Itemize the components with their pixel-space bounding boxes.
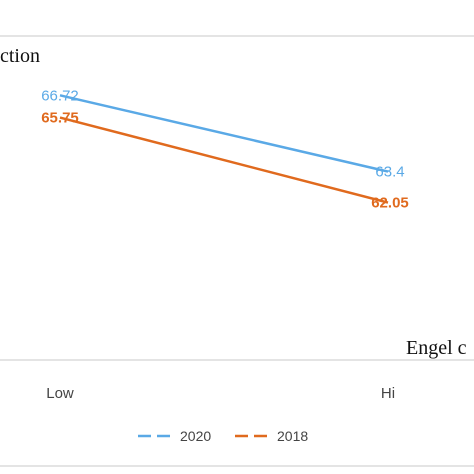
series-2020-line (59, 94, 389, 173)
x-axis-title: Engel c (406, 337, 467, 359)
data-label-2020-low: 66.72 (41, 87, 79, 104)
x-tick-label-low: Low (46, 385, 74, 402)
series-2018-line (59, 116, 389, 204)
legend-label-2018: 2018 (277, 428, 308, 444)
data-label-2018-low: 65.75 (41, 110, 79, 127)
data-label-2018-hi: 62.05 (371, 195, 409, 212)
chart-title: ction (0, 45, 40, 67)
x-tick-label-hi: Hi (381, 385, 395, 402)
data-label-2020-hi: 63.4 (375, 164, 404, 181)
legend-label-2020: 2020 (180, 428, 211, 444)
legend: 2020 2018 (138, 428, 308, 444)
